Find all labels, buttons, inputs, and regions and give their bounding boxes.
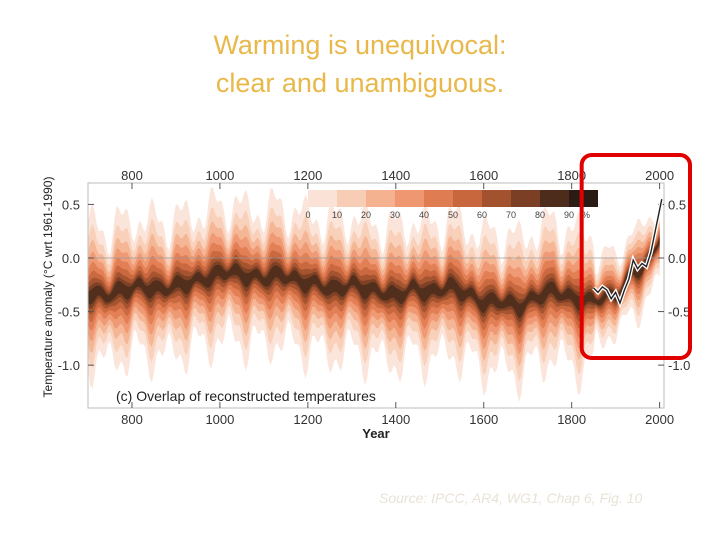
x-tick-label-top: 800	[121, 168, 143, 183]
x-tick-label-top: 1400	[381, 168, 410, 183]
chart-title: (c) Overlap of reconstructed temperature…	[116, 388, 376, 404]
legend-label: 50	[448, 210, 458, 220]
legend-label: 0	[305, 210, 310, 220]
band-level-7	[88, 235, 660, 323]
legend-label: 40	[419, 210, 429, 220]
shading-legend: 0 10 20 30 40 50 60 70 80 90%	[305, 190, 598, 220]
y-tick-label-left: 0.0	[62, 251, 80, 266]
y-tick-label-right: -1.0	[668, 358, 690, 373]
x-tick-label-top: 1600	[469, 168, 498, 183]
y-tick-label-left: 0.5	[62, 197, 80, 212]
x-tick-label-top: 1200	[293, 168, 322, 183]
x-tick-label-top: 2000	[645, 168, 674, 183]
y-tick-label-left: -0.5	[58, 305, 80, 320]
y-tick-label-left: -1.0	[58, 358, 80, 373]
legend-swatch	[308, 190, 337, 207]
axis-labels: (c) Overlap of reconstructed temperature…	[41, 177, 390, 441]
legend-swatch	[511, 190, 540, 207]
x-tick-label-bottom: 1200	[293, 412, 322, 427]
axis-ticks: 8008001000100012001200140014001600160018…	[58, 168, 691, 427]
legend-swatch	[424, 190, 453, 207]
plot-frame	[87, 182, 665, 409]
y-tick-label-right: 0.0	[668, 251, 686, 266]
x-tick-label-bottom: 800	[121, 412, 143, 427]
legend-label: 70	[506, 210, 516, 220]
uncertainty-bands	[88, 186, 660, 402]
legend-swatch	[453, 190, 482, 207]
x-tick-label-top: 1000	[205, 168, 234, 183]
x-tick-label-bottom: 1800	[557, 412, 586, 427]
x-tick-label-top: 1800	[557, 168, 586, 183]
y-axis-label: Temperature anomaly (°C wrt 1961-1990)	[41, 177, 55, 398]
x-tick-label-bottom: 2000	[645, 412, 674, 427]
legend-swatch	[366, 190, 395, 207]
legend-label: 30	[390, 210, 400, 220]
plot-border	[87, 182, 665, 409]
legend-label: %	[582, 210, 590, 220]
legend-label: 60	[477, 210, 487, 220]
temperature-lines	[592, 198, 664, 309]
legend-swatch	[395, 190, 424, 207]
legend-label: 10	[332, 210, 342, 220]
legend-label: 90	[564, 210, 574, 220]
slide-title-line1: Warming is unequivocal:	[213, 30, 507, 60]
y-tick-label-right: 0.5	[668, 197, 686, 212]
legend-swatch	[337, 190, 366, 207]
legend-label: 20	[361, 210, 371, 220]
legend-swatch	[540, 190, 569, 207]
instrumental-line	[593, 198, 663, 305]
legend-label: 80	[535, 210, 545, 220]
x-tick-label-bottom: 1000	[205, 412, 234, 427]
band-level-8	[88, 237, 660, 319]
slide-title-line2: clear and unambiguous.	[215, 68, 505, 98]
recent-warming-highlight-box	[579, 153, 692, 360]
x-axis-label: Year	[362, 426, 389, 441]
x-tick-label-bottom: 1400	[381, 412, 410, 427]
x-tick-label-bottom: 1600	[469, 412, 498, 427]
y-tick-label-right: -0.5	[668, 305, 690, 320]
legend-swatch	[482, 190, 511, 207]
source-citation: Source: IPCC, AR4, WG1, Chap 6, Fig. 10	[379, 490, 643, 506]
